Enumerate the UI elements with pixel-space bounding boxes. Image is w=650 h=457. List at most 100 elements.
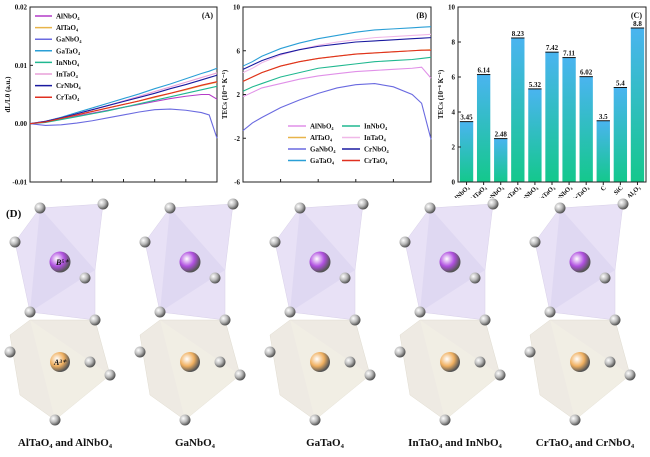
bar-GaNbO4	[494, 138, 508, 182]
structure-caption: AlTaO₄ and AlNbO₄	[18, 437, 113, 449]
data-label: 2.48	[495, 131, 508, 139]
bar-CrTaO4	[579, 76, 593, 182]
b-site-cation	[439, 251, 461, 273]
y-tick-label: 8	[452, 39, 456, 47]
oxygen-atom	[554, 202, 566, 214]
legend-label: AlTaO₄	[56, 24, 79, 32]
a-site-cation	[570, 352, 590, 372]
oxygen-atom	[617, 198, 629, 210]
legend-label: CrTaO₄	[56, 94, 80, 102]
oxygen-atom	[349, 314, 361, 326]
oxygen-atom	[474, 356, 486, 368]
y-tick-label: 6	[237, 47, 241, 55]
a-site-cation	[180, 352, 200, 372]
polyhedron-face	[290, 320, 370, 420]
oxygen-atom	[104, 369, 116, 381]
chart-panel-a: 020040060080010001200-0.010.000.010.02Te…	[4, 4, 218, 186]
oxygen-atom	[524, 346, 536, 358]
bar-SiC	[613, 87, 628, 182]
a-site-cation	[310, 352, 330, 372]
oxygen-atom	[269, 236, 281, 248]
panel-label: (B)	[416, 11, 427, 20]
series-line-GaNbO4	[242, 83, 432, 140]
crystal-structures-panel: (D) B⁵⁺ A³⁺ AlTaO₄ and AlNbO₄ GaNbO₄ GaTaO₄ In…	[4, 198, 636, 449]
oxygen-atom	[469, 272, 481, 284]
legend-label: CrNbO₄	[364, 146, 390, 154]
data-label: 8.8	[633, 20, 642, 28]
structure-3: GaTaO₄	[264, 198, 376, 449]
y-tick-label: -0.01	[12, 179, 27, 186]
b-site-cation	[309, 251, 331, 273]
oxygen-atom	[569, 414, 581, 426]
oxygen-atom	[529, 236, 541, 248]
y-tick-label: 6	[452, 74, 456, 82]
y-tick-label: 0	[452, 179, 456, 187]
legend-label: AlNbO₄	[56, 13, 80, 21]
legend-label: InTaO₄	[364, 134, 387, 142]
series-line-CrNbO4	[242, 37, 432, 70]
y-axis-label: dL/L0 (a.u.)	[4, 76, 12, 113]
oxygen-atom	[424, 202, 436, 214]
b-site-cation	[179, 251, 201, 273]
legend-label: InTaO₄	[56, 71, 79, 79]
oxygen-atom	[414, 306, 426, 318]
series-line-CrNbO4	[29, 74, 218, 125]
oxygen-atom	[209, 272, 221, 284]
bar-GaTaO4	[511, 37, 525, 182]
oxygen-atom	[84, 356, 96, 368]
legend-label: CrNbO₄	[56, 82, 82, 90]
plot-frame	[457, 6, 647, 183]
series-line-InNbO4	[242, 56, 432, 92]
legend-label: GaNbO₄	[310, 146, 336, 154]
oxygen-atom	[344, 356, 356, 368]
oxygen-atom	[154, 306, 166, 318]
oxygen-atom	[97, 198, 109, 210]
legend-label: AlTaO₄	[310, 134, 333, 142]
oxygen-atom	[284, 306, 296, 318]
oxygen-atom	[134, 346, 146, 358]
polyhedron-face	[420, 320, 500, 420]
oxygen-atom	[227, 198, 239, 210]
structure-caption: InTaO₄ and InNbO₄	[408, 437, 502, 449]
a-site-cation	[50, 352, 70, 372]
data-label: 5.4	[616, 80, 625, 88]
oxygen-atom	[214, 356, 226, 368]
oxygen-atom	[79, 272, 91, 284]
oxygen-atom	[394, 346, 406, 358]
series-line-GaTaO4	[29, 67, 218, 125]
structure-caption: GaTaO₄	[306, 437, 344, 449]
oxygen-atom	[479, 314, 491, 326]
legend-label: GaNbO₄	[56, 36, 82, 44]
bar-InTaO4	[545, 52, 559, 183]
oxygen-atom	[34, 202, 46, 214]
oxygen-atom	[49, 414, 61, 426]
y-tick-label: 4	[452, 109, 456, 117]
legend-label: AlNbO₄	[310, 123, 334, 131]
oxygen-atom	[219, 314, 231, 326]
panel-label: (D)	[6, 208, 22, 220]
oxygen-atom	[234, 369, 246, 381]
oxygen-atom	[4, 346, 16, 358]
y-tick-label: 2	[237, 91, 241, 99]
y-tick-label: 0.01	[15, 62, 28, 70]
legend-label: InNbO₄	[56, 59, 80, 67]
oxygen-atom	[89, 314, 101, 326]
y-tick-label: -6	[234, 179, 240, 186]
polyhedron-face	[30, 320, 110, 420]
oxygen-atom	[164, 202, 176, 214]
oxygen-atom	[294, 202, 306, 214]
y-axis-label: TECs (10⁻⁶ K⁻¹)	[437, 69, 445, 119]
oxygen-atom	[309, 414, 321, 426]
series-line-InNbO4	[29, 85, 218, 125]
a-site-cation	[440, 352, 460, 372]
data-label: 7.42	[546, 44, 559, 52]
bar-CrNbO4	[562, 57, 576, 183]
oxygen-atom	[624, 369, 636, 381]
bar-C	[596, 120, 610, 182]
oxygen-atom	[544, 306, 556, 318]
oxygen-atom	[599, 272, 611, 284]
polyhedron-face	[550, 320, 630, 420]
structure-1: B⁵⁺ A³⁺ AlTaO₄ and AlNbO₄	[4, 198, 116, 449]
oxygen-atom	[24, 306, 36, 318]
plot-frame	[242, 6, 432, 183]
